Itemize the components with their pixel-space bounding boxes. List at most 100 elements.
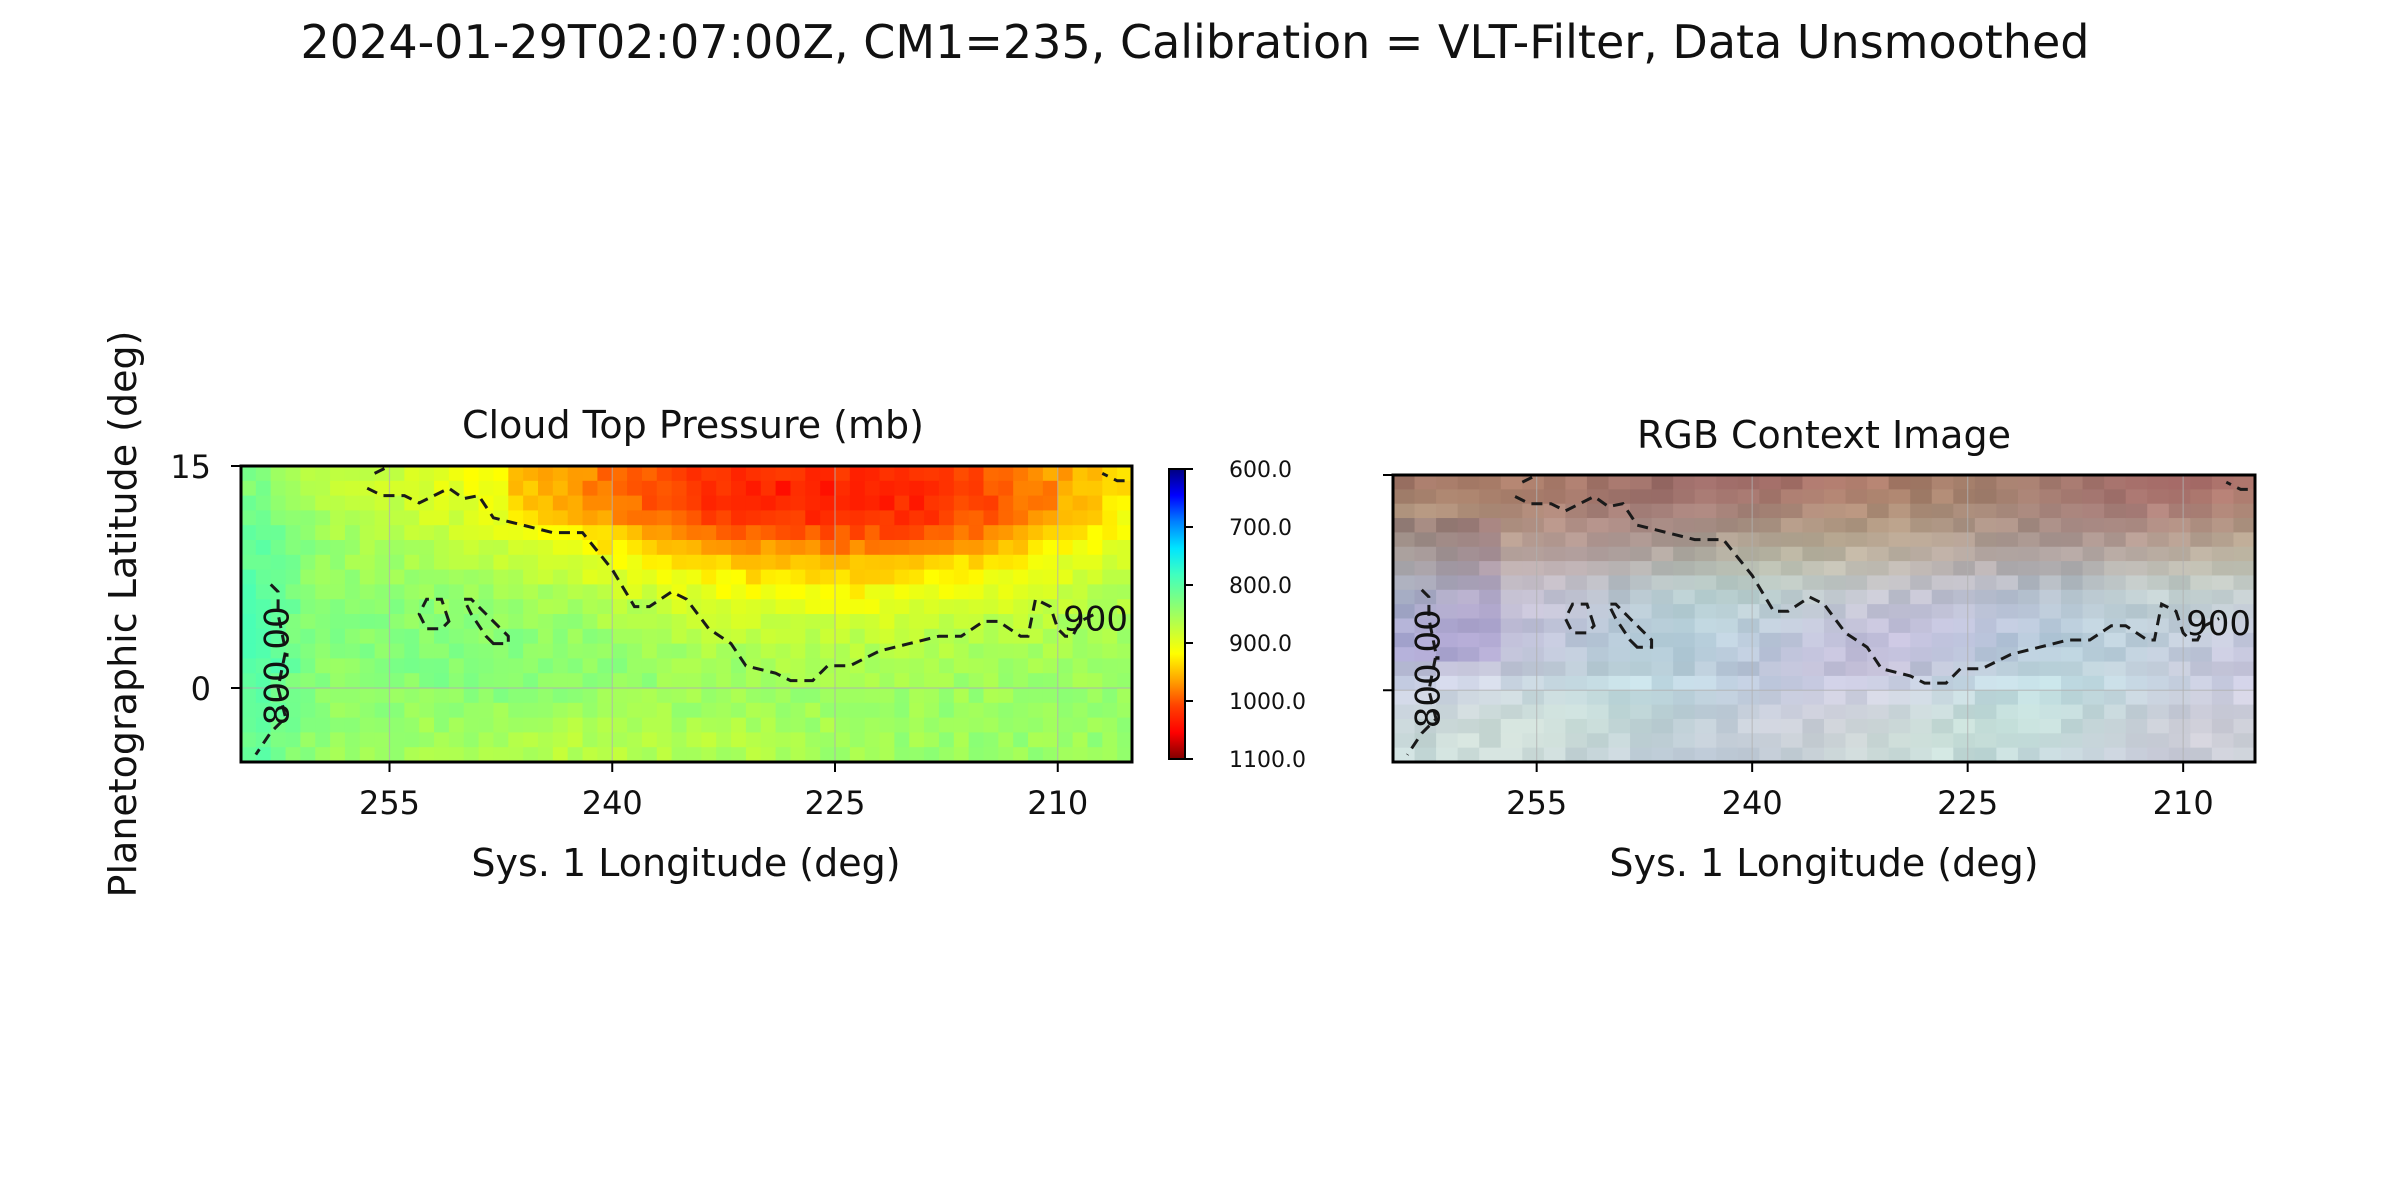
heatmap-cell xyxy=(924,599,940,615)
image-pixel xyxy=(1543,690,1566,706)
heatmap-cell xyxy=(716,732,732,748)
image-pixel xyxy=(1457,518,1480,533)
image-pixel xyxy=(1802,518,1825,533)
heatmap-cell xyxy=(627,554,643,571)
heatmap-cell xyxy=(938,732,955,748)
image-pixel xyxy=(2147,704,2170,720)
heatmap-cell xyxy=(1087,510,1103,526)
image-pixel xyxy=(2061,546,2084,562)
heatmap-cell xyxy=(241,510,257,526)
contour-label-800: 800.00 xyxy=(258,606,298,725)
heatmap-cell xyxy=(1013,643,1029,659)
heatmap-cell xyxy=(1057,480,1074,497)
heatmap-cell xyxy=(1042,495,1059,511)
image-pixel xyxy=(1630,704,1653,720)
heatmap-cell xyxy=(1117,569,1133,585)
heatmap-cell xyxy=(760,525,777,541)
heatmap-cell xyxy=(641,717,658,733)
heatmap-cell xyxy=(344,584,361,600)
heatmap-cell xyxy=(1057,540,1074,556)
heatmap-cell xyxy=(968,688,985,704)
image-pixel xyxy=(1996,475,2019,490)
image-pixel xyxy=(1716,618,1739,634)
image-pixel xyxy=(1608,503,1631,519)
image-pixel xyxy=(1996,661,2019,677)
heatmap-cell xyxy=(760,599,777,615)
heatmap-cell xyxy=(300,525,316,541)
heatmap-cell xyxy=(983,658,999,674)
heatmap-cell xyxy=(1013,673,1029,689)
heatmap-cell xyxy=(879,554,895,571)
heatmap-cell xyxy=(300,717,316,733)
heatmap-cell xyxy=(404,643,420,659)
image-pixel xyxy=(2211,733,2235,749)
heatmap-cell xyxy=(285,525,301,541)
image-pixel xyxy=(1479,589,1502,605)
heatmap-cell xyxy=(1013,584,1029,600)
heatmap-cell xyxy=(285,480,301,497)
image-pixel xyxy=(1522,489,1545,505)
heatmap-cell xyxy=(924,702,940,719)
heatmap-cell xyxy=(968,495,985,511)
heatmap-cell xyxy=(359,495,376,511)
heatmap-cell xyxy=(656,732,673,748)
heatmap-cell xyxy=(1102,688,1118,704)
heatmap-cell xyxy=(419,747,435,763)
image-pixel xyxy=(1867,475,1890,490)
heatmap-cell xyxy=(300,554,316,571)
heatmap-cell xyxy=(1117,717,1133,733)
image-pixel xyxy=(1759,546,1782,562)
heatmap-cell xyxy=(434,747,450,763)
heatmap-cell xyxy=(820,554,836,571)
image-pixel xyxy=(1436,561,1459,577)
heatmap-cell xyxy=(775,614,792,630)
heatmap-cell xyxy=(641,658,658,674)
heatmap-cell xyxy=(909,599,925,615)
heatmap-cell xyxy=(448,688,465,704)
image-pixel xyxy=(1802,704,1825,720)
heatmap-cell xyxy=(285,466,301,482)
heatmap-cell xyxy=(538,658,554,674)
image-pixel xyxy=(2147,733,2170,749)
image-pixel xyxy=(1931,632,1954,648)
heatmap-cell xyxy=(760,747,777,763)
heatmap-cell xyxy=(864,540,881,556)
heatmap-cell xyxy=(508,569,524,585)
heatmap-cell xyxy=(1102,554,1118,571)
heatmap-cell xyxy=(790,554,806,571)
image-pixel xyxy=(1543,661,1566,677)
heatmap-cell xyxy=(315,525,331,541)
image-pixel xyxy=(2233,546,2256,562)
heatmap-cell xyxy=(597,614,613,630)
image-pixel xyxy=(1953,632,1976,648)
heatmap-cell xyxy=(300,643,316,659)
heatmap-cell xyxy=(300,658,316,674)
heatmap-cell xyxy=(552,466,569,482)
heatmap-cell xyxy=(1028,599,1044,615)
heatmap-cell xyxy=(1117,673,1133,689)
image-pixel xyxy=(2125,632,2148,648)
image-pixel xyxy=(1824,489,1847,505)
heatmap-cell xyxy=(701,495,717,511)
heatmap-cell xyxy=(1072,495,1089,511)
image-pixel xyxy=(1931,618,1954,634)
heatmap-cell xyxy=(968,540,985,556)
image-pixel xyxy=(1867,561,1890,577)
heatmap-cell xyxy=(671,614,688,630)
image-pixel xyxy=(1802,546,1825,562)
heatmap-cell xyxy=(285,584,301,600)
heatmap-cell xyxy=(968,554,985,571)
image-pixel xyxy=(1759,704,1782,720)
image-pixel xyxy=(2039,661,2062,677)
heatmap-cell xyxy=(775,569,792,585)
heatmap-cell xyxy=(805,510,821,526)
heatmap-cell xyxy=(864,510,881,526)
image-pixel xyxy=(1630,747,1653,763)
image-pixel xyxy=(1436,733,1459,749)
image-pixel xyxy=(1630,675,1653,691)
heatmap-cell xyxy=(582,673,598,689)
heatmap-cell xyxy=(879,673,895,689)
heatmap-cell xyxy=(285,702,301,719)
heatmap-cell xyxy=(374,525,391,541)
image-pixel xyxy=(2147,718,2170,734)
